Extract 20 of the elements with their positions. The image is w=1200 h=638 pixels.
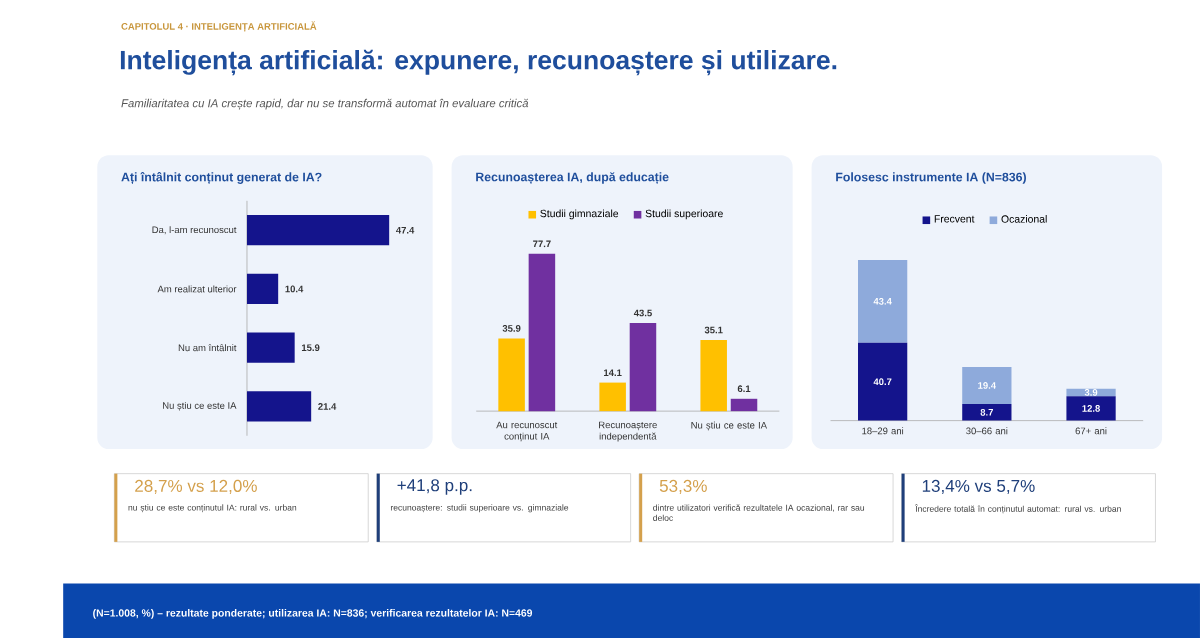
text: Inteligența artificială: expunere, recunoaștere și utilizare.: [120, 49, 837, 76]
bar: [246, 214, 390, 246]
bar: [858, 342, 908, 421]
text: 53,3%: [659, 479, 707, 494]
text: 28,7% vs 12,0%: [135, 479, 257, 494]
bar: [599, 382, 626, 411]
text: 13,4% vs 5,7%: [922, 479, 1035, 494]
bar: [962, 403, 1012, 421]
text: +41,8 p.p.: [397, 478, 472, 495]
bar: [498, 338, 525, 411]
bar: [858, 259, 908, 343]
bar: [528, 253, 556, 411]
bar: [246, 332, 295, 363]
bar: [629, 322, 657, 411]
bar: [962, 366, 1012, 404]
bar: [246, 273, 279, 304]
bar: [730, 398, 758, 411]
bar: [1066, 395, 1116, 421]
bar: [246, 390, 312, 422]
bar: [700, 339, 727, 411]
